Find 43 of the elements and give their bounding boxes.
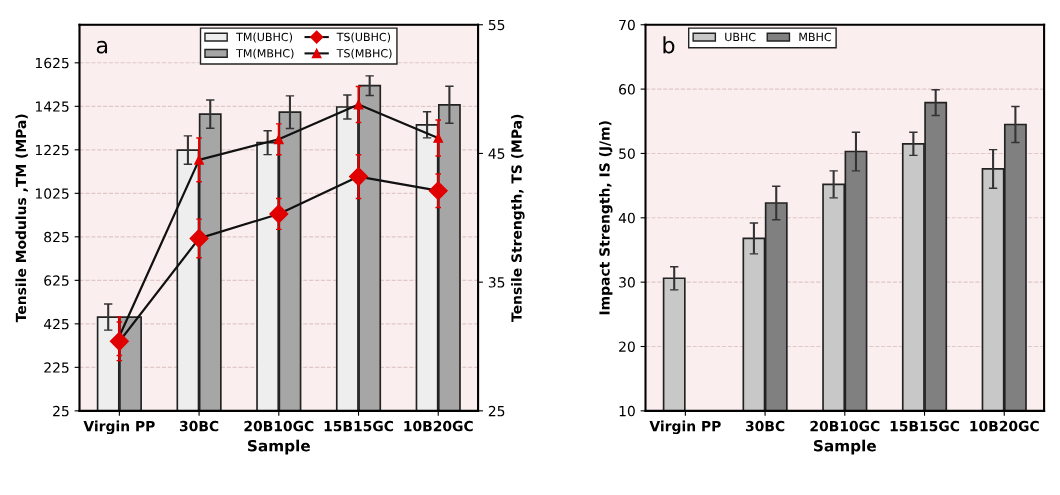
- x-tick-label: 20B10GC: [244, 420, 314, 432]
- y2-tick-label: 35: [488, 277, 505, 288]
- x-tick-label: Virgin PP: [649, 420, 721, 435]
- y2-tick-label: 55: [488, 19, 505, 31]
- y-tick-label: 1425: [35, 101, 69, 112]
- y-tick-label: 25: [53, 405, 69, 417]
- legend-label: TM(UBHC): [236, 32, 293, 43]
- y-tick-label: 1225: [35, 144, 69, 156]
- x-tick-label: 30BC: [179, 420, 219, 432]
- legend-label: MBHC: [799, 32, 832, 42]
- y-tick-label: 20: [619, 341, 635, 352]
- x-axis-title: Sample: [814, 439, 876, 455]
- y2-tick-label: 45: [488, 148, 505, 159]
- y2-axis-title: Tensile Strength, TS (MPa): [511, 114, 525, 322]
- y-tick-label: 70: [619, 19, 635, 31]
- y-tick-label: 40: [618, 212, 635, 224]
- annotation: b: [663, 36, 675, 54]
- y-axis-title: Tensile Modulus ,TM (MPa): [15, 114, 28, 323]
- y-tick-label: 1025: [35, 188, 69, 199]
- y-tick-label: 425: [43, 318, 69, 330]
- legend-label: TS(UBHC): [336, 32, 391, 43]
- legend-label: TM(MBHC): [236, 48, 294, 59]
- x-axis-title: Sample: [248, 439, 310, 455]
- x-tick-label: 15B15GC: [890, 420, 960, 432]
- y2-tick-label: 25: [488, 405, 505, 417]
- y-tick-label: 825: [44, 231, 69, 243]
- x-tick-label: 15B15GC: [324, 420, 394, 432]
- y-tick-label: 50: [619, 148, 635, 159]
- x-tick-label: 10B20GC: [970, 420, 1039, 432]
- y-tick-label: 60: [619, 84, 635, 95]
- y-tick-label: 10: [619, 405, 635, 417]
- x-tick-label: 10B20GC: [404, 420, 473, 432]
- x-tick-label: 20B10GC: [810, 420, 880, 432]
- legend-label: UBHC: [725, 32, 756, 42]
- x-tick-label: 30BC: [745, 420, 785, 432]
- legend-label: TS(MBHC): [336, 48, 392, 59]
- x-tick-label: Virgin PP: [83, 420, 155, 435]
- y-tick-label: 1625: [35, 57, 69, 69]
- y-axis-title: Impact Strength, IS (J/m): [599, 121, 613, 315]
- y-tick-label: 625: [44, 275, 69, 286]
- y-tick-label: 225: [44, 362, 69, 373]
- y-tick-label: 30: [619, 277, 635, 288]
- annotation: a: [96, 40, 108, 54]
